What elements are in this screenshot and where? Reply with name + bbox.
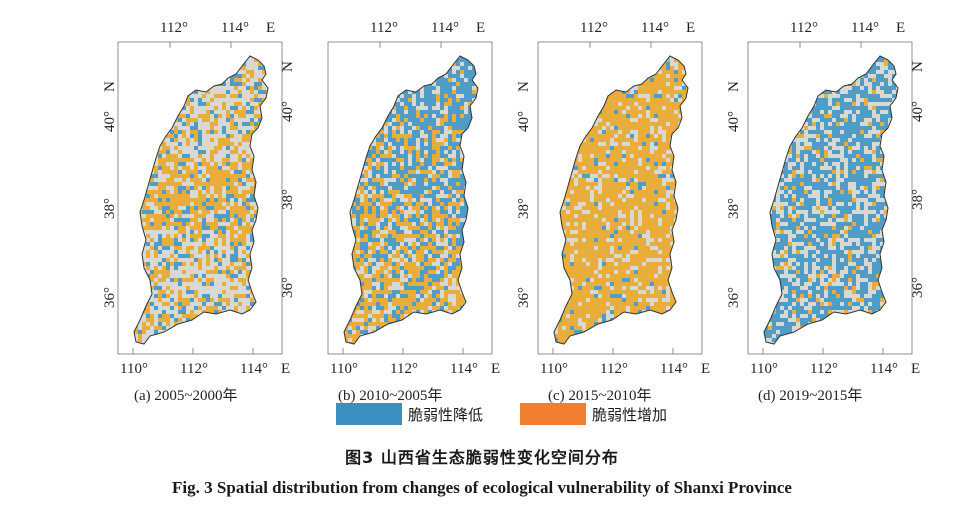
- panel-caption: (b) 2010~2005年: [338, 388, 443, 404]
- lon-label-bottom-112: 112°: [810, 361, 838, 377]
- province-outline: [553, 55, 689, 345]
- lon-label-bottom-110: 110°: [750, 361, 778, 377]
- change-raster: [134, 56, 268, 344]
- lat-label-36: 36°: [516, 287, 532, 308]
- north-label-right: N: [910, 61, 926, 72]
- lon-label-top-112: 112°: [580, 20, 608, 36]
- change-raster: [764, 56, 898, 344]
- lat-label-36: 36°: [102, 287, 118, 308]
- east-label-bottom: E: [281, 361, 291, 377]
- lat-label-36: 36°: [726, 287, 742, 308]
- map-panel-d: 112° 114° E N N 40° 38° 36° 40° 38° 36° …: [726, 14, 940, 410]
- north-label-right: N: [280, 61, 296, 72]
- lat-label-38: 38°: [516, 198, 532, 219]
- legend-swatch-decrease: [336, 403, 402, 425]
- lat-label-36-right: 36°: [910, 277, 926, 298]
- legend-label-decrease: 脆弱性降低: [408, 405, 484, 424]
- panel-caption: (d) 2019~2015年: [758, 388, 863, 404]
- lon-label-bottom-114: 114°: [240, 361, 268, 377]
- map-svg: [117, 41, 283, 355]
- lon-label-top-112: 112°: [160, 20, 188, 36]
- map-panel-b: 112° 114° E N 40° 38° 36° 110° 112° 114°…: [280, 14, 520, 410]
- lon-label-bottom-114: 114°: [450, 361, 478, 377]
- lat-label-40: 40°: [280, 101, 296, 122]
- lat-label-40: 40°: [726, 111, 742, 132]
- lon-label-top-114: 114°: [221, 20, 249, 36]
- lon-label-bottom-110: 110°: [540, 361, 568, 377]
- east-label-bottom: E: [911, 361, 921, 377]
- change-raster: [344, 56, 478, 344]
- map-svg: [537, 41, 703, 355]
- lat-label-40: 40°: [516, 111, 532, 132]
- map-panel-a: 112° 114° E N 40° 38° 36° 110° 112° 114°…: [100, 14, 310, 410]
- province-outline: [343, 55, 479, 345]
- map-frame: [327, 41, 493, 355]
- change-raster: [554, 56, 688, 344]
- map-frame: [537, 41, 703, 355]
- lon-label-bottom-114: 114°: [870, 361, 898, 377]
- panel-caption: (a) 2005~2000年: [134, 388, 238, 404]
- lat-label-40-right: 40°: [910, 101, 926, 122]
- east-label-top: E: [266, 20, 276, 36]
- east-label-top: E: [686, 20, 696, 36]
- lon-label-top-112: 112°: [790, 20, 818, 36]
- lat-label-38: 38°: [726, 198, 742, 219]
- lat-label-38-right: 38°: [910, 189, 926, 210]
- east-label-bottom: E: [701, 361, 711, 377]
- figure-title-cn: 图3 山西省生态脆弱性变化空间分布: [345, 448, 619, 467]
- map-frame: [747, 41, 913, 355]
- map-svg: [327, 41, 493, 355]
- lat-label-40: 40°: [102, 111, 118, 132]
- province-outline: [133, 55, 269, 345]
- lon-label-top-114: 114°: [641, 20, 669, 36]
- lon-label-bottom-112: 112°: [390, 361, 418, 377]
- lat-label-38: 38°: [280, 189, 296, 210]
- east-label-top: E: [896, 20, 906, 36]
- lon-label-bottom-112: 112°: [180, 361, 208, 377]
- panel-caption: (c) 2015~2010年: [548, 388, 652, 404]
- lon-label-top-114: 114°: [851, 20, 879, 36]
- east-label-bottom: E: [491, 361, 501, 377]
- legend-decrease: 脆弱性降低: [336, 402, 483, 426]
- map-svg: [747, 41, 913, 355]
- lon-label-bottom-110: 110°: [330, 361, 358, 377]
- lon-label-bottom-112: 112°: [600, 361, 628, 377]
- lat-label-38: 38°: [102, 198, 118, 219]
- lat-label-36: 36°: [280, 277, 296, 298]
- east-label-top: E: [476, 20, 486, 36]
- province-outline: [763, 55, 899, 345]
- north-label-left: N: [102, 81, 118, 92]
- map-frame: [117, 41, 283, 355]
- legend-increase: 脆弱性增加: [520, 402, 667, 426]
- figure-title-en: Fig. 3 Spatial distribution from changes…: [172, 478, 792, 497]
- north-label-left: N: [516, 81, 532, 92]
- north-label-left: N: [726, 81, 742, 92]
- legend-label-increase: 脆弱性增加: [592, 405, 668, 424]
- lon-label-top-112: 112°: [370, 20, 398, 36]
- lon-label-bottom-114: 114°: [660, 361, 688, 377]
- lon-label-top-114: 114°: [431, 20, 459, 36]
- legend-swatch-increase: [520, 403, 586, 425]
- map-panel-c: 112° 114° E N 40° 38° 36° 110° 112° 114°…: [516, 14, 730, 410]
- lon-label-bottom-110: 110°: [120, 361, 148, 377]
